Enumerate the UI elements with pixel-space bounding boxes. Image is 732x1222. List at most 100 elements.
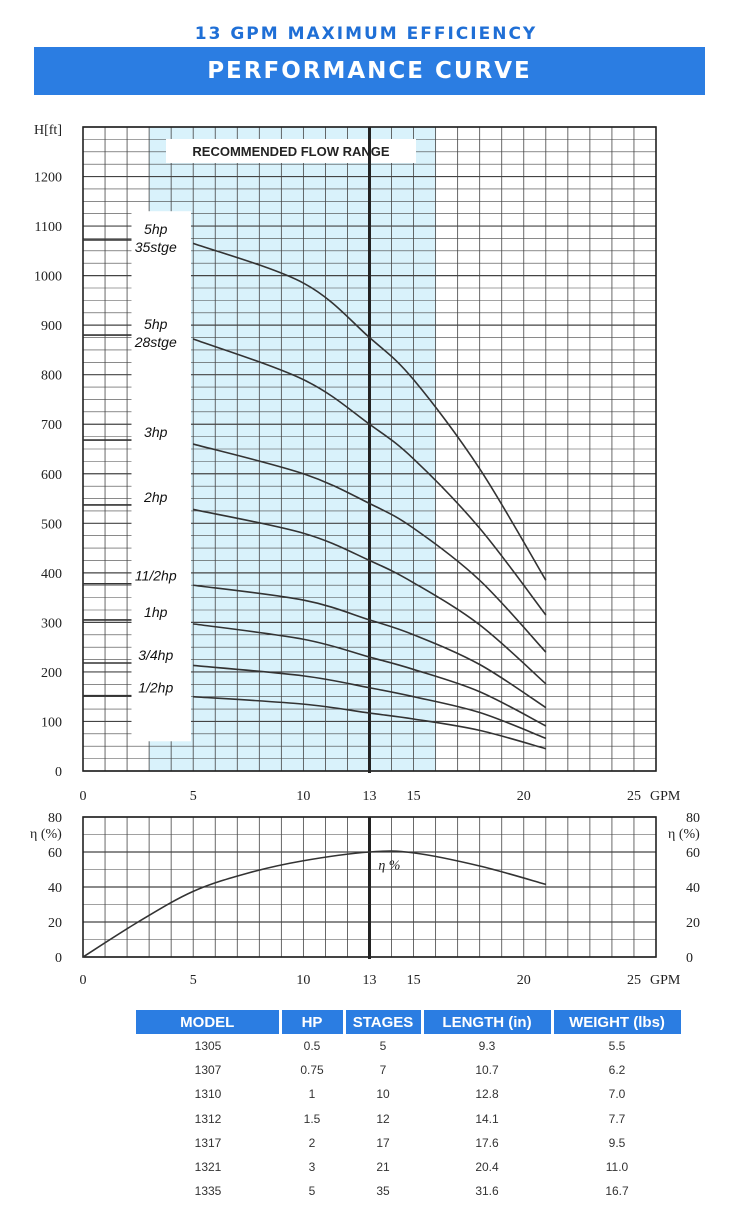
table-cell: 10 (376, 1087, 390, 1102)
y-tick-label-right: 0 (686, 951, 693, 966)
table-cell: 0.5 (303, 1039, 321, 1054)
table-body: 1305 0.5 5 9.3 5.5 1307 0.75 7 10.7 6.2 1310 1 10 12.… (136, 1034, 682, 1203)
curve-1-2hp (193, 695, 547, 750)
x-tick-label: 5 (190, 789, 197, 804)
x-tick-label: 20 (517, 973, 531, 988)
title-banner: PERFORMANCE CURVE (34, 47, 705, 95)
series-label: 11/2hp (135, 568, 177, 584)
table-row: 1307 0.75 7 10.7 6.2 (136, 1058, 682, 1082)
y-tick-label-right: 60 (686, 846, 700, 861)
y-tick-label: 600 (41, 468, 62, 483)
table-header-cell: STAGES (344, 1010, 424, 1034)
table-cell: 1 (308, 1087, 316, 1102)
y-tick-label-left: 20 (48, 916, 62, 931)
table-cell: 3 (308, 1160, 316, 1175)
table-cell: 35 (376, 1184, 390, 1199)
y-tick-label: 1100 (35, 220, 62, 235)
series-label: 3/4hp (138, 647, 173, 663)
series-label: 2hp (143, 489, 168, 505)
x-tick-label: 10 (296, 973, 310, 988)
table-cell: 12 (376, 1111, 390, 1126)
curve-11-2hp (193, 584, 547, 709)
y-axis-label-right: η (%) (668, 827, 700, 842)
y-tick-label: 700 (41, 418, 62, 433)
curve-5hp-28stge (192, 338, 547, 616)
y-tick-label: 1200 (34, 171, 62, 186)
table-cell: 11.0 (605, 1160, 629, 1175)
table-header-row: MODEL HP STAGES LENGTH (in) WEIGHT (lbs) (136, 1010, 684, 1034)
table-cell: 7.7 (608, 1111, 626, 1126)
x-tick-label: 0 (80, 973, 87, 988)
x-tick-label: 25 (627, 973, 641, 988)
y-tick-label: 100 (41, 715, 62, 730)
y-tick-label-right: 80 (686, 811, 700, 826)
x-tick-label: 10 (296, 789, 310, 804)
spec-table: MODEL HP STAGES LENGTH (in) WEIGHT (lbs) 130… (136, 1010, 684, 1203)
y-axis-label-left: η (%) (30, 827, 62, 842)
table-cell: 12.8 (475, 1087, 499, 1102)
x-tick-label: 13 (363, 973, 377, 988)
table-cell: 1321 (194, 1160, 222, 1175)
table-cell: 1.5 (303, 1111, 321, 1126)
table-cell: 1335 (194, 1184, 222, 1199)
y-tick-label: 800 (41, 369, 62, 384)
y-tick-label-right: 40 (686, 881, 700, 896)
table-cell: 20.4 (475, 1160, 499, 1175)
table-header-cell: WEIGHT (lbs) (552, 1010, 684, 1034)
y-tick-label-left: 40 (48, 881, 62, 896)
table-cell: 5.5 (608, 1039, 626, 1054)
table-row: 1317 2 17 17.6 9.5 (136, 1131, 682, 1155)
table-cell: 1305 (194, 1039, 222, 1054)
y-tick-label: 300 (41, 616, 62, 631)
curve-1hp (193, 623, 547, 727)
table-header-cell: MODEL (136, 1010, 282, 1034)
series-label: 28stge (134, 334, 177, 350)
y-tick-label-left: 60 (48, 846, 62, 861)
y-tick-label-left: 0 (55, 951, 62, 966)
series-label: 1/2hp (138, 680, 173, 696)
x-tick-label: 25 (627, 789, 641, 804)
table-cell: 1310 (194, 1087, 222, 1102)
table-cell: 7.0 (608, 1087, 626, 1102)
curve-2hp (193, 508, 547, 685)
table-cell: 14.1 (475, 1111, 499, 1126)
table-cell: 1312 (194, 1111, 222, 1126)
chart-subtitle: 13 GPM MAXIMUM EFFICIENCY (194, 24, 538, 44)
series-label: 35stge (135, 239, 177, 255)
y-axis-label: H[ft] (34, 123, 62, 138)
table-header-cell: LENGTH (in) (422, 1010, 554, 1034)
table-cell: 1317 (194, 1135, 222, 1150)
series-label: 1hp (144, 604, 168, 620)
table-cell: 6.2 (608, 1063, 626, 1078)
table-cell: 2 (308, 1135, 316, 1150)
y-tick-label: 500 (41, 517, 62, 532)
table-cell: 17.6 (475, 1135, 499, 1150)
efficiency-curve (82, 850, 547, 958)
table-cell: 9.5 (608, 1135, 626, 1150)
label-strip (131, 211, 191, 742)
table-cell: 7 (379, 1063, 387, 1078)
table-cell: 5 (308, 1184, 316, 1199)
table-row: 1310 1 10 12.8 7.0 (136, 1082, 682, 1106)
table-row: 1312 1.5 12 14.1 7.7 (136, 1107, 682, 1131)
y-tick-label: 900 (41, 319, 62, 334)
x-tick-label: 15 (407, 973, 421, 988)
table-cell: 9.3 (478, 1039, 496, 1054)
x-tick-label: 5 (190, 973, 197, 988)
efficiency-curve-label: η % (378, 859, 400, 874)
series-label: 5hp (144, 221, 168, 237)
y-tick-label: 400 (41, 567, 62, 582)
table-cell: 5 (379, 1039, 387, 1054)
x-tick-label: 15 (407, 789, 421, 804)
table-cell: 1307 (194, 1063, 222, 1078)
table-row: 1321 3 21 20.4 11.0 (136, 1155, 682, 1179)
chart-title: PERFORMANCE CURVE (207, 58, 532, 84)
table-cell: 17 (376, 1135, 390, 1150)
x-tick-label: 0 (80, 789, 87, 804)
y-tick-label: 1000 (34, 270, 62, 285)
y-tick-label: 0 (55, 765, 62, 780)
head-curve-chart: RECOMMENDED FLOW RANGE 1/2hp 3/4hp 1hp 11/2h… (34, 123, 681, 804)
table-row: 1305 0.5 5 9.3 5.5 (136, 1034, 682, 1058)
band-label-box (166, 139, 416, 163)
